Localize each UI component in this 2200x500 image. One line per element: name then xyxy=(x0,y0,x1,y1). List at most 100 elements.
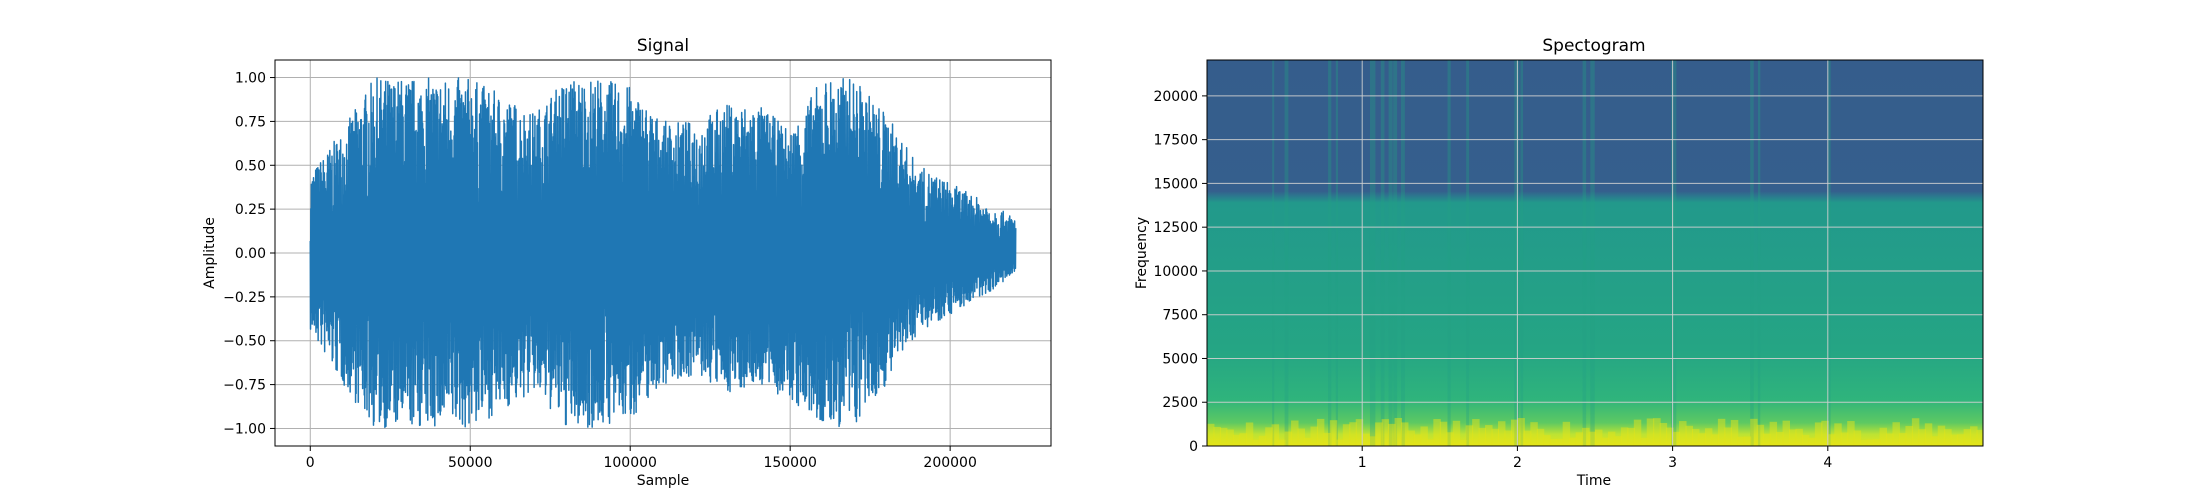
spectrogram-lowband-cell xyxy=(1426,439,1435,446)
spectrogram-lowband-cell xyxy=(1232,434,1241,446)
spectrogram-streak xyxy=(1514,60,1520,446)
spectrogram-lowband-cell xyxy=(1407,430,1415,446)
spectrogram-lowband-cell xyxy=(1239,433,1247,446)
signal-y-axis-label: Amplitude xyxy=(202,217,218,289)
spectrogram-streak xyxy=(1284,60,1289,446)
signal-x-axis-label: Sample xyxy=(637,473,690,489)
spectrogram-streak xyxy=(1380,60,1385,446)
signal-y-tick-label: 0.25 xyxy=(235,202,266,218)
spectrogram-y-tick-label: 2500 xyxy=(1162,395,1198,411)
signal-plot-area xyxy=(309,77,1017,429)
spectrogram-lowband-cell xyxy=(1252,439,1260,446)
spectrogram-lowband-cell xyxy=(1219,427,1228,446)
signal-title: Signal xyxy=(637,36,689,56)
spectrogram-lowband-cell xyxy=(1523,430,1532,446)
signal-y-tick-label: −0.75 xyxy=(223,378,266,394)
spectrogram-lowband-cell xyxy=(1640,437,1648,446)
spectrogram-streak xyxy=(1447,60,1451,446)
spectrogram-lowband-cell xyxy=(1704,428,1713,446)
spectrogram-lowband-cell xyxy=(1620,427,1629,446)
spectrogram-lowband-cell xyxy=(1491,428,1499,446)
spectrogram-lowband-cell xyxy=(1840,432,1849,446)
spectrogram-lowband-cell xyxy=(1265,427,1273,446)
spectrogram-lowband-cell xyxy=(1795,428,1803,446)
spectrogram-lowband-cell xyxy=(1556,438,1564,446)
spectrogram-streak xyxy=(1369,60,1376,446)
spectrogram-x-tick-label: 4 xyxy=(1823,455,1832,471)
spectrogram-lowband-cell xyxy=(1258,435,1267,446)
spectrogram-lowband-cell xyxy=(1659,422,1668,446)
spectrogram-lowband-cell xyxy=(1569,437,1577,446)
signal-y-ticks: 1.00 0.75 0.50 0.25 0.00 −0.25 −0.50 −0.75 −1.00 xyxy=(223,71,275,437)
spectrogram-lowband-cell xyxy=(1692,428,1700,446)
spectrogram-streak xyxy=(1750,60,1754,446)
spectrogram-title: Spectogram xyxy=(1542,36,1645,56)
spectrogram-lowband-cell xyxy=(1595,429,1603,446)
spectrogram-lowband-cell xyxy=(1827,434,1836,446)
spectrogram-lowband-cell xyxy=(1413,434,1422,446)
spectrogram-lowband-cell xyxy=(1866,439,1875,446)
spectrogram-lowband-cell xyxy=(1892,422,1900,446)
signal-x-tick-label: 200000 xyxy=(923,455,976,471)
signal-line xyxy=(309,77,1017,429)
spectrogram-lowband-cell xyxy=(1439,421,1448,446)
spectrogram-lowband-cell xyxy=(1911,418,1920,446)
spectrogram-lowband-cell xyxy=(1957,434,1965,446)
spectrogram-lowband-cell xyxy=(1316,418,1325,446)
spectrogram-lowband-cell xyxy=(1588,431,1596,446)
spectrogram-streak xyxy=(1388,60,1393,446)
spectrogram-lowband-cell xyxy=(1607,431,1616,446)
signal-panel: Signal 0 50000 100000 150000 200000 1.00 0.75… xyxy=(202,36,1052,489)
spectrogram-lowband-cell xyxy=(1575,432,1584,446)
spectrogram-y-tick-label: 0 xyxy=(1189,439,1198,455)
spectrogram-texture xyxy=(1207,60,1983,446)
spectrogram-lowband-cell xyxy=(1375,422,1383,446)
spectrogram-lowband-cell xyxy=(1950,434,1959,446)
spectrogram-lowband-cell xyxy=(1743,436,1752,446)
spectrogram-lowband-cell xyxy=(1814,422,1823,446)
signal-y-tick-label: 1.00 xyxy=(235,71,266,87)
spectrogram-lowband-cell xyxy=(1724,427,1732,446)
spectrogram-lowband-cell xyxy=(1517,418,1525,446)
spectrogram-streak xyxy=(1827,60,1831,446)
spectrogram-lowband-cell xyxy=(1304,437,1312,446)
spectrogram-lowband-cell xyxy=(1297,428,1305,446)
spectrogram-lowband-cell xyxy=(1646,418,1655,446)
spectrogram-lowband-cell xyxy=(1873,439,1881,446)
spectrogram-lowband-cell xyxy=(1905,425,1913,446)
spectrogram-lowband-cell xyxy=(1737,436,1745,446)
spectrogram-lowband-cell xyxy=(1808,437,1816,446)
spectrogram-lowband-cell xyxy=(1931,436,1939,446)
signal-y-tick-label: −1.00 xyxy=(223,421,266,437)
spectrogram-streak xyxy=(1401,60,1405,446)
spectrogram-streak xyxy=(1582,60,1587,446)
spectrogram-lowband-cell xyxy=(1226,429,1234,446)
spectrogram-lowband-cell xyxy=(1291,420,1299,446)
spectrogram-lowband-cell xyxy=(1711,434,1719,446)
spectrogram-lowband-cell xyxy=(1388,423,1396,446)
spectrogram-lowband-cell xyxy=(1963,429,1972,446)
spectrogram-lowband-cell xyxy=(1672,431,1681,446)
signal-y-tick-label: −0.25 xyxy=(223,290,266,306)
spectrogram-lowband-cell xyxy=(1504,430,1512,446)
spectrogram-y-tick-label: 7500 xyxy=(1162,308,1198,324)
spectrogram-lowband-cell xyxy=(1213,426,1221,446)
spectrogram-y-tick-label: 20000 xyxy=(1153,89,1198,105)
spectrogram-lowband-cell xyxy=(1782,420,1790,446)
spectrogram-lowband-cell xyxy=(1549,438,1558,446)
spectrogram-lowband-cell xyxy=(1329,420,1338,446)
signal-y-tick-label: 0.75 xyxy=(235,114,266,130)
spectrogram-lowband-cell xyxy=(1323,432,1331,446)
spectrogram-lowband-cell xyxy=(1472,419,1480,446)
spectrogram-lowband-cell xyxy=(1543,435,1551,446)
spectrogram-lowband-cell xyxy=(1924,423,1933,446)
spectrogram-lowband-cell xyxy=(1834,423,1842,446)
spectrogram-y-tick-label: 10000 xyxy=(1153,264,1198,280)
spectrogram-streak xyxy=(1335,60,1338,446)
spectrogram-lowband-cell xyxy=(1879,427,1887,446)
spectrogram-lowband-cell xyxy=(1633,419,1642,446)
spectrogram-lowband-cell xyxy=(1401,422,1409,446)
spectrogram-lowband-cell xyxy=(1666,427,1674,446)
